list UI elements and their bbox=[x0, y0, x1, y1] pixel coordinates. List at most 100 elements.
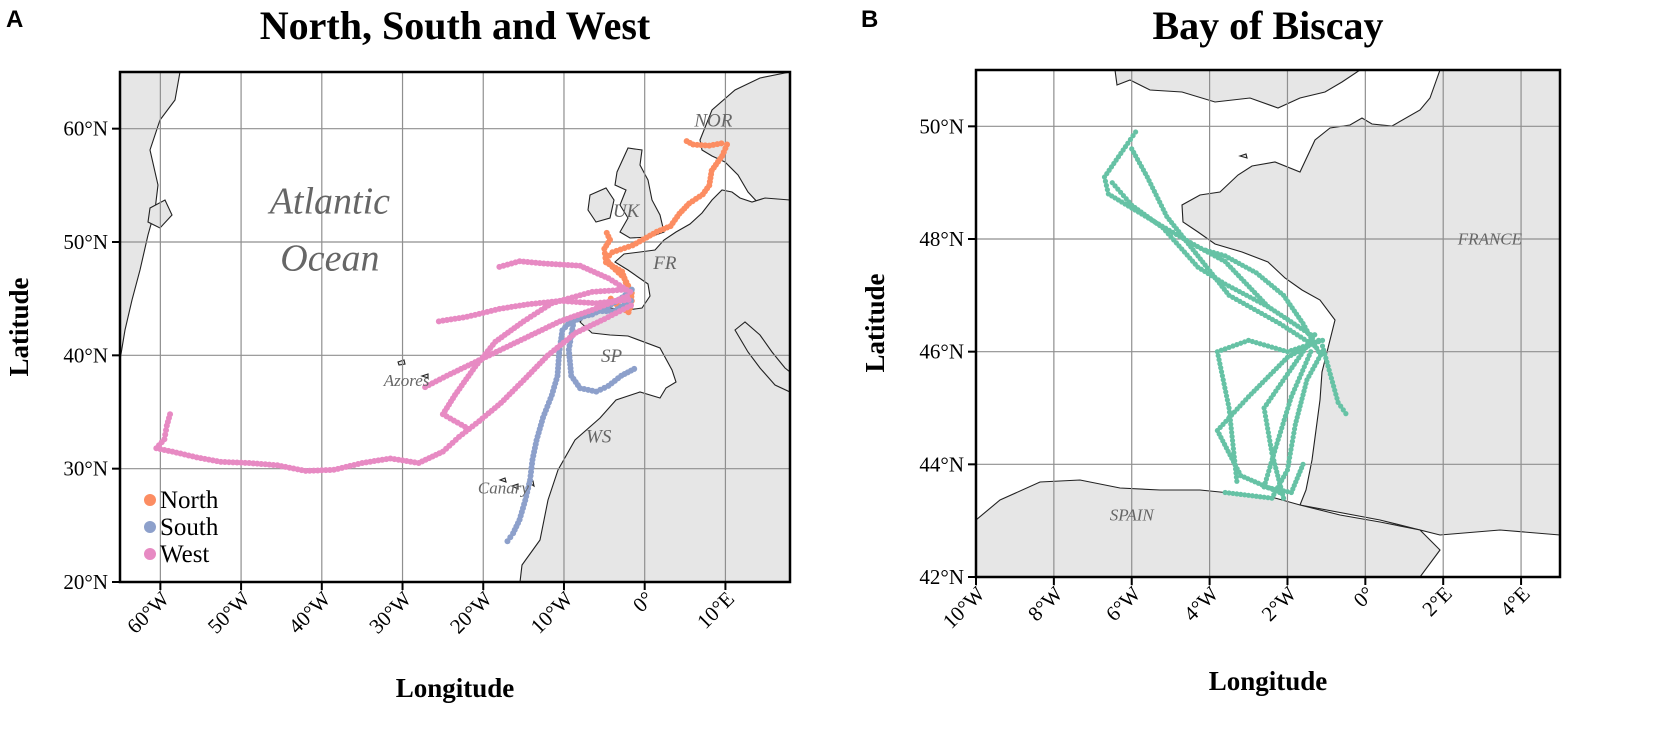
panel-b-region-label-1: SPAIN bbox=[1110, 506, 1156, 525]
panel-a-ytick-label-4: 60°N bbox=[63, 117, 108, 141]
panel-b-track-point bbox=[1231, 450, 1237, 456]
panel-b-title: Bay of Biscay bbox=[1152, 3, 1384, 48]
panel-b-track-point bbox=[1103, 182, 1110, 189]
panel-b-track-point bbox=[1291, 426, 1298, 432]
panel-b-ytick-label-3: 48°N bbox=[919, 227, 964, 251]
panel-b-track-point bbox=[1226, 490, 1232, 496]
panel-b-track-point bbox=[1265, 425, 1271, 432]
panel-b-track-point bbox=[1261, 494, 1267, 500]
panel-b-track-point bbox=[1289, 438, 1296, 444]
panel-b-track-point bbox=[1225, 401, 1231, 407]
panel-b-xlabel: Longitude bbox=[1209, 666, 1328, 696]
panel-b-track-point bbox=[1266, 434, 1272, 440]
panel-b-track-point bbox=[1327, 371, 1333, 377]
panel-b-track-point bbox=[1257, 494, 1263, 500]
panel-b-track-point bbox=[1224, 397, 1230, 403]
panel-b-track-point bbox=[1229, 437, 1236, 444]
panel-b-track-point bbox=[1227, 413, 1233, 419]
landmass-england bbox=[1114, 70, 1361, 109]
panel-a-region-label-7: Azores bbox=[383, 371, 430, 390]
panel-a-track-point bbox=[631, 365, 638, 372]
panel-a-region-label-1: Ocean bbox=[280, 237, 379, 279]
landmass-spain bbox=[976, 479, 1441, 577]
panel-b-track-point bbox=[1218, 369, 1225, 375]
panel-b-track-point bbox=[1223, 393, 1230, 399]
panel-b-track-point bbox=[1261, 484, 1267, 490]
legend-label-west: West bbox=[160, 541, 209, 568]
panel-b-track-point bbox=[1232, 466, 1239, 472]
panel-b-track-point bbox=[1230, 446, 1236, 452]
panel-b-track-point bbox=[1321, 347, 1327, 353]
panel-b-track-point bbox=[1232, 462, 1238, 468]
panel-b-track-point bbox=[1215, 353, 1221, 359]
panel-b-track-point bbox=[1267, 464, 1273, 470]
panel-b-map: FRANCE SPAIN 10°W 8°W 6°W 4°W 2°W 0° 2°E 4°E 42°N… bbox=[860, 68, 1562, 696]
panel-a-map: Atlantic Ocean NOR UK FR SP WS Azores Canary 60°… bbox=[4, 70, 792, 703]
panel-b-track-point bbox=[1280, 421, 1286, 427]
panel-b-track-point bbox=[1222, 489, 1228, 496]
panel-b-track-point bbox=[1262, 480, 1268, 486]
panel-b-track-point bbox=[1277, 429, 1284, 435]
panel-b-track-point bbox=[1289, 442, 1295, 448]
panel-b-track-3 bbox=[1129, 146, 1318, 349]
panel-b-track-point bbox=[1286, 455, 1293, 461]
panel-b-track-point bbox=[1234, 478, 1240, 484]
panel-b-track-point bbox=[1261, 405, 1267, 411]
panel-b-track-point bbox=[1233, 470, 1239, 476]
panel-a-xtick-label-0: 60°W bbox=[122, 586, 174, 638]
panel-a-track-point bbox=[602, 259, 609, 266]
panel-b-ytick-label-0: 42°N bbox=[919, 565, 964, 589]
panel-a-region-label-3: UK bbox=[613, 201, 641, 222]
panel-b-track-point bbox=[1249, 493, 1256, 499]
panel-b-track-point bbox=[1221, 381, 1227, 387]
panel-b-track-point bbox=[1263, 417, 1269, 423]
panel-b-track-point bbox=[1226, 405, 1232, 411]
panel-b-track-point bbox=[1280, 495, 1287, 501]
panel-b-track-point bbox=[1220, 377, 1226, 383]
panel-b-track-point bbox=[1228, 425, 1234, 431]
panel-b-track-point bbox=[1285, 463, 1291, 469]
panel-a-track-8 bbox=[153, 302, 634, 474]
panel-b-track-point bbox=[1218, 365, 1224, 371]
panel-b-track-point bbox=[1273, 486, 1279, 492]
panel-a-track-point bbox=[167, 411, 174, 418]
panel-a-xtick-label-7: 10°E bbox=[692, 587, 739, 634]
panel-b-track-point bbox=[1219, 373, 1225, 379]
panel-a-track-7 bbox=[439, 286, 629, 432]
panel-a-track-point bbox=[683, 138, 690, 145]
panel-b-track-point bbox=[1279, 425, 1285, 431]
panel-b-track-point bbox=[1264, 421, 1270, 427]
panel-b-track-point bbox=[1288, 394, 1294, 400]
panel-b-track-point bbox=[1133, 129, 1139, 135]
legend-label-north: North bbox=[160, 487, 219, 514]
panel-b-land bbox=[976, 70, 1560, 577]
panel-a-ytick-label-3: 50°N bbox=[63, 230, 108, 254]
panel-a-track-point bbox=[601, 250, 608, 257]
panel-b-track-point bbox=[1265, 429, 1271, 436]
panel-b-track-6 bbox=[1319, 343, 1349, 417]
legend-marker-north bbox=[144, 494, 156, 506]
panel-b-track-point bbox=[1262, 413, 1269, 419]
panel-b-track-point bbox=[1232, 458, 1238, 464]
panel-b-track-point bbox=[1343, 411, 1349, 417]
panel-a-track-point bbox=[496, 263, 503, 270]
panel-b-track-point bbox=[1217, 361, 1223, 367]
panel-b-track-point bbox=[1282, 413, 1288, 419]
panel-a-track-point bbox=[603, 229, 610, 236]
panel-b-track-point bbox=[1233, 474, 1240, 480]
panel-b-track-point bbox=[1333, 391, 1339, 397]
panel-b-ylabel: Latitude bbox=[860, 273, 890, 372]
panel-b-track-point bbox=[1325, 363, 1331, 369]
panel-b-track-point bbox=[1276, 433, 1282, 439]
panel-a-xtick-label-5: 10°W bbox=[526, 586, 578, 638]
panel-b-region-labels: FRANCE SPAIN bbox=[1110, 230, 1523, 525]
legend-marker-west bbox=[144, 548, 156, 560]
panel-b-track-point bbox=[1329, 379, 1336, 385]
panel-b-track-point bbox=[1286, 459, 1292, 465]
panel-b-ytick-label-2: 46°N bbox=[919, 340, 964, 364]
panel-b-track-point bbox=[1125, 140, 1131, 146]
panel-a-track-point bbox=[504, 538, 511, 545]
landmass-italy bbox=[734, 321, 790, 393]
panel-b-track-point bbox=[1300, 461, 1306, 467]
